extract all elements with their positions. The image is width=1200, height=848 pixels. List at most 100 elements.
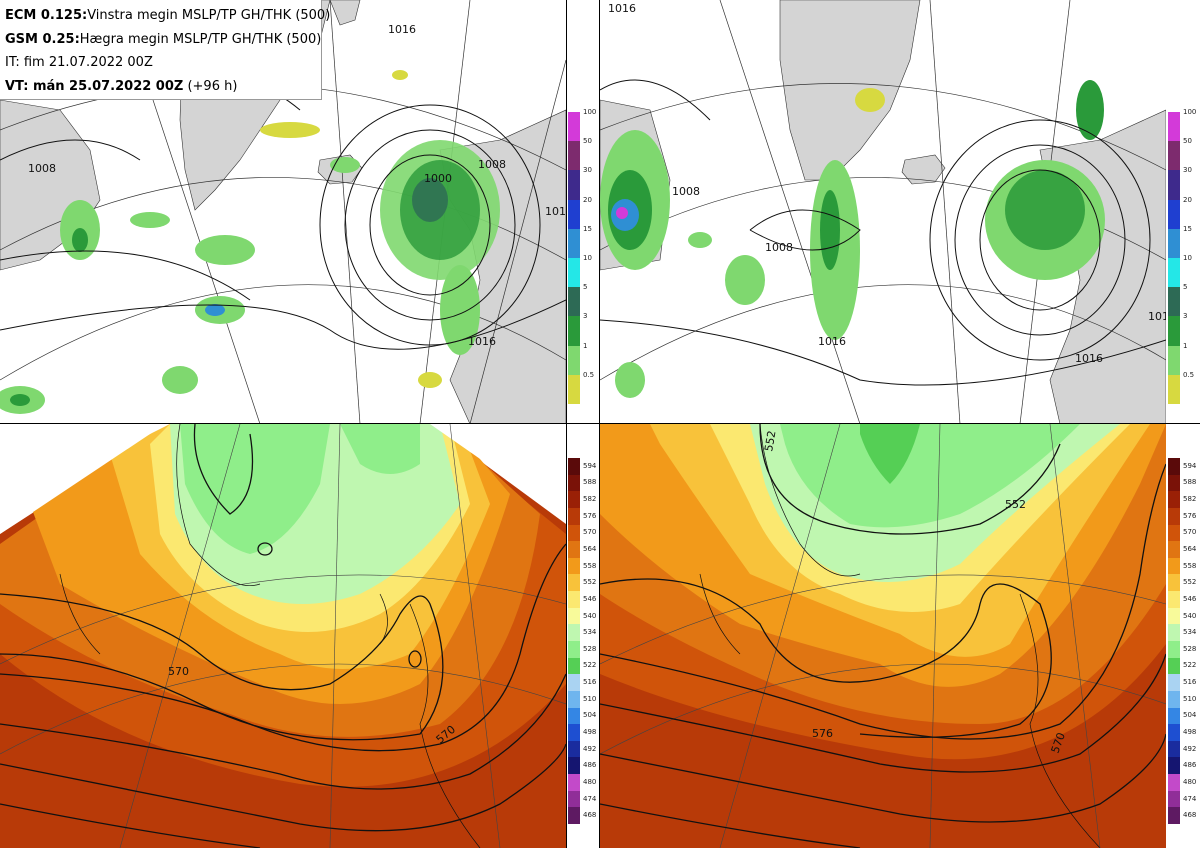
legend-swatch (568, 458, 580, 475)
legend-swatch (568, 345, 580, 375)
legend-swatch (1168, 491, 1180, 508)
legend-label: 582 (1183, 495, 1197, 504)
thickness-legend-right: 594 588 582 576 570 564 558 552 546 540 534 528 522 5… (1168, 458, 1200, 824)
legend-label: 468 (1183, 811, 1197, 820)
svg-text:552: 552 (762, 430, 778, 453)
legend-label: 480 (583, 777, 597, 786)
legend-label: 570 (1183, 528, 1197, 537)
legend-label: 576 (583, 511, 597, 520)
legend-swatch (568, 674, 580, 691)
legend-swatch (1168, 507, 1180, 525)
precip-areas (0, 70, 500, 414)
horizontal-divider (0, 423, 1200, 424)
legend-swatch (1168, 641, 1180, 658)
legend-label: 5 (1183, 283, 1188, 292)
legend-label: 564 (583, 545, 597, 553)
model-line-ecm: ECM 0.125:Vinstra megin MSLP/TP GH/THK (… (5, 8, 331, 23)
vertical-divider-left (566, 0, 567, 848)
legend-swatch (568, 707, 580, 725)
legend-label: 3 (1183, 312, 1188, 321)
vertical-divider-right (599, 0, 600, 848)
legend-label: 558 (1183, 561, 1197, 570)
legend-swatch (568, 657, 580, 675)
legend-swatch (568, 316, 580, 346)
precip-areas (600, 80, 1105, 398)
gsm-thickness-map: 552 552 576 570 (600, 424, 1166, 848)
legend-swatch (1168, 199, 1180, 229)
legend-swatch (568, 112, 580, 142)
legend-swatch (568, 541, 580, 558)
svg-text:570: 570 (168, 665, 189, 678)
legend-label: 1 (583, 341, 588, 350)
legend-swatch (568, 491, 580, 508)
legend-swatch (1168, 474, 1180, 492)
legend-label: 5 (583, 283, 588, 292)
svg-text:1008: 1008 (765, 241, 793, 254)
legend-swatch (1168, 524, 1180, 542)
legend-label: 516 (583, 678, 597, 687)
legend-swatch (568, 258, 580, 288)
legend-label: 540 (583, 611, 597, 620)
legend-swatch (568, 690, 580, 708)
svg-text:1016: 1016 (818, 335, 846, 348)
svg-text:1016: 1016 (388, 23, 416, 36)
svg-text:1016: 1016 (1075, 352, 1103, 365)
legend-label: 0.5 (583, 370, 595, 379)
iceland-landmass (901, 154, 946, 185)
precip-legend-left: 100 50 30 20 15 10 5 3 1 0.5 (568, 108, 600, 404)
legend-swatch (1168, 141, 1180, 171)
legend-label: 564 (1183, 545, 1197, 553)
legend-label: 582 (583, 495, 597, 504)
thickness-legend-left: 594 588 582 576 570 564 558 552 546 540 534 528 522 5… (568, 458, 600, 824)
svg-text:1008: 1008 (672, 185, 700, 198)
initial-time-line: IT: fim 21.07.2022 00Z (5, 55, 153, 70)
legend-swatch (568, 199, 580, 229)
legend-label: 468 (583, 811, 597, 820)
svg-text:576: 576 (812, 727, 833, 740)
legend-label: 522 (1183, 661, 1197, 670)
legend-swatch (568, 624, 580, 641)
legend-swatch (568, 790, 580, 808)
legend-label: 100 (1183, 108, 1197, 116)
ecm-thickness-map: 570 570 (0, 424, 566, 848)
legend-swatch (1168, 674, 1180, 691)
legend-label: 552 (583, 578, 597, 587)
svg-text:1016: 1016 (545, 205, 566, 218)
svalbard-landmass (329, 0, 361, 26)
legend-swatch (568, 524, 580, 542)
legend-label: 486 (583, 761, 597, 770)
greenland-landmass (779, 0, 921, 181)
legend-label: 594 (1183, 461, 1197, 470)
legend-label: 15 (1183, 224, 1192, 233)
legend-swatch (1168, 807, 1180, 824)
legend-label: 15 (583, 224, 592, 233)
svg-text:552: 552 (1005, 498, 1026, 511)
legend-label: 570 (583, 528, 597, 537)
legend-label: 30 (583, 166, 592, 175)
legend-label: 20 (583, 195, 592, 204)
legend-swatch (1168, 374, 1180, 404)
legend-label: 498 (583, 728, 597, 736)
model-line-gsm: GSM 0.25:Hægra megin MSLP/TP GH/THK (500… (5, 31, 322, 47)
legend-label: 10 (583, 254, 592, 262)
legend-swatch (1168, 724, 1180, 741)
legend-label: 50 (1183, 137, 1192, 146)
legend-swatch (1168, 690, 1180, 708)
legend-swatch (1168, 790, 1180, 808)
legend-swatch (1168, 228, 1180, 258)
legend-label: 492 (583, 744, 597, 753)
legend-swatch (568, 774, 580, 791)
legend-swatch (568, 170, 580, 200)
legend-swatch (1168, 557, 1180, 575)
legend-label: 510 (1183, 694, 1197, 703)
legend-swatch (568, 740, 580, 758)
legend-label: 498 (1183, 728, 1197, 736)
legend-label: 552 (1183, 578, 1197, 587)
legend-label: 50 (583, 137, 592, 146)
legend-label: 528 (583, 644, 597, 653)
legend-label: 100 (583, 108, 597, 116)
legend-label: 30 (1183, 166, 1192, 175)
legend-swatch (1168, 258, 1180, 288)
legend-swatch (568, 141, 580, 171)
svg-text:1000: 1000 (424, 172, 452, 185)
